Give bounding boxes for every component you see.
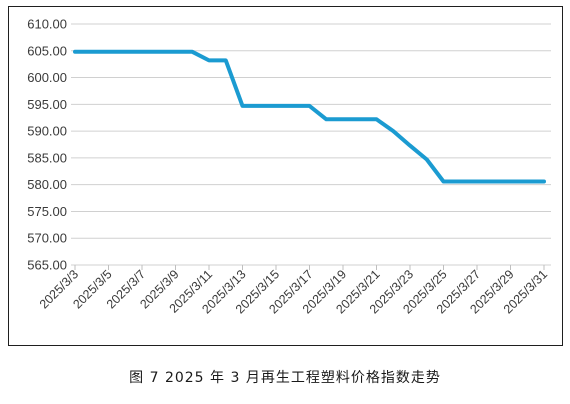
gridlines (71, 23, 551, 266)
line-chart: 565.00 570.00 575.00 580.00 585.00 590.00 595.… (27, 17, 551, 316)
y-axis-ticks: 565.00 570.00 575.00 580.00 585.00 590.00 595.… (27, 17, 67, 273)
y-tick-label: 575.00 (27, 204, 67, 219)
y-tick-label: 580.00 (27, 177, 67, 192)
series-layer (73, 49, 546, 184)
y-tick-label: 610.00 (27, 17, 67, 32)
y-tick-label: 585.00 (27, 150, 67, 165)
y-tick-label: 570.00 (27, 231, 67, 246)
y-tick-label: 595.00 (27, 97, 67, 112)
y-tick-label: 590.00 (27, 124, 67, 139)
y-tick-label: 565.00 (27, 258, 67, 273)
y-tick-label: 600.00 (27, 70, 67, 85)
chart-frame: 565.00 570.00 575.00 580.00 585.00 590.00 595.… (8, 6, 563, 346)
series-line (73, 49, 546, 184)
y-tick-label: 605.00 (27, 43, 67, 58)
figure-caption: 图 7 2025 年 3 月再生工程塑料价格指数走势 (129, 370, 441, 386)
x-axis-ticks: 2025/3/32025/3/52025/3/72025/3/92025/3/1… (37, 265, 550, 316)
